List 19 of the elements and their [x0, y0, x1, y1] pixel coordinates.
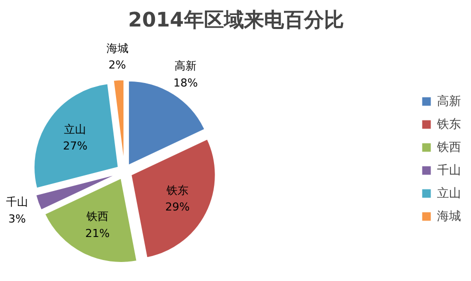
chart-title: 2014年区域来电百分比: [128, 8, 344, 32]
slice-label: 千山: [6, 196, 28, 209]
slice-label: 铁东: [165, 184, 188, 197]
data-label: 27%: [63, 140, 88, 153]
slice-label: 铁西: [85, 210, 108, 224]
legend-label: 海城: [437, 208, 461, 224]
legend-label: 铁东: [437, 116, 461, 132]
data-label: 18%: [173, 76, 198, 90]
legend-label: 千山: [437, 162, 461, 178]
data-label: 29%: [165, 200, 190, 214]
legend-label: 高新: [437, 92, 461, 110]
slice-label: 高新: [174, 59, 197, 72]
data-label: 21%: [85, 226, 110, 240]
slice-label: 立山: [64, 122, 86, 136]
data-label: 3%: [8, 212, 26, 226]
data-label: 2%: [108, 58, 126, 72]
legend-label: 铁西: [437, 138, 461, 156]
legend-label: 立山: [437, 184, 461, 202]
slice-label: 海城: [106, 42, 128, 55]
